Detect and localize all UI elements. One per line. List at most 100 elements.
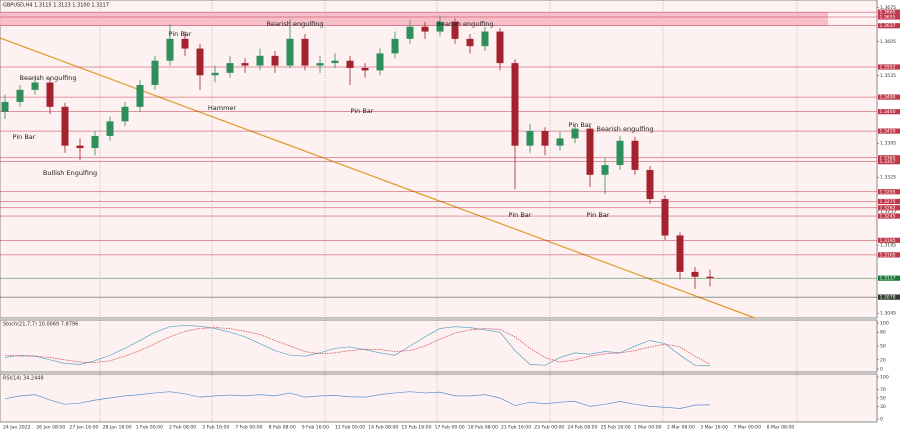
y-tick-label: 1.3255: [880, 209, 896, 215]
pattern-annotation: Pin Bar: [509, 211, 532, 219]
candle-body: [616, 140, 624, 166]
time-label: 3 Feb 16:00: [202, 425, 229, 431]
indicator-title: RSI(14) 34.2448: [3, 376, 44, 382]
indicator-line: [4, 327, 711, 365]
time-label: 8 Feb 08:00: [269, 425, 296, 431]
time-label: 24 Feb 08:00: [567, 425, 597, 431]
candle-body: [571, 128, 579, 139]
candle-body: [16, 89, 24, 102]
level-label: 1.3365: [880, 155, 896, 161]
indicator-tick-label: 70: [880, 387, 886, 393]
y-tick-label: 1.3605: [880, 39, 896, 45]
candle-body: [361, 67, 369, 71]
pattern-annotation: Hammer: [208, 104, 237, 112]
level-label: 1.3275: [880, 199, 896, 205]
indicator-tick-label: 100: [880, 321, 889, 327]
candle-body: [61, 106, 69, 146]
candle-body: [346, 60, 354, 68]
level-label: 1.3245: [880, 214, 896, 220]
level-label-bg: [878, 9, 900, 15]
candle-body: [256, 55, 264, 66]
time-label: 18 Feb 08:00: [468, 425, 498, 431]
y-tick-label: 1.3395: [880, 141, 896, 147]
candle-body: [286, 38, 294, 66]
level-label: 1.3195: [880, 238, 896, 244]
level-label-bg: [878, 205, 900, 211]
candle-body: [631, 140, 639, 170]
time-label: 9 Feb 16:00: [302, 425, 329, 431]
time-label: 25 Feb 16:00: [601, 425, 631, 431]
candle-body: [481, 31, 489, 47]
time-label: 3 Mar 16:00: [700, 425, 728, 431]
time-label: 11 Feb 00:00: [335, 425, 365, 431]
level-label: 1.3665: [880, 10, 896, 16]
time-label: 1 Mar 00:00: [634, 425, 662, 431]
symbol-header: GBPUSD,H4 1.3115 1.3123 1.3100 1.3117: [3, 3, 109, 9]
time-label: 23 Feb 00:00: [534, 425, 564, 431]
candle-body: [451, 21, 459, 39]
y-tick-label: 1.3675: [880, 5, 896, 11]
candle-body: [661, 199, 669, 236]
time-label: 1 Feb 00:00: [136, 425, 163, 431]
resistance-zone: [0, 12, 828, 26]
time-label: 27 Jan 16:00: [69, 425, 98, 431]
pattern-annotation: Pin Bar: [13, 133, 36, 141]
candle-body: [91, 135, 99, 149]
pattern-annotation: Bearish engulfing: [266, 20, 323, 28]
level-label-bg: [878, 155, 900, 161]
candle-body: [211, 72, 219, 76]
candle-body: [76, 145, 84, 149]
indicator-line: [4, 324, 711, 367]
candle-body: [1, 101, 9, 112]
time-label: 7 Mar 00:00: [733, 425, 761, 431]
candle-body: [226, 63, 234, 73]
candle-body: [466, 38, 474, 47]
rsi-panel: [0, 373, 878, 423]
level-label-bg: [878, 94, 900, 100]
candle-body: [496, 31, 504, 64]
indicator-tick-label: 20: [880, 357, 886, 363]
price-label: 1.3078: [880, 295, 896, 301]
level-label-bg: [878, 159, 900, 165]
candle-body: [691, 271, 699, 277]
price-label-bg: [878, 275, 900, 281]
indicator-tick-label: 50: [880, 396, 886, 402]
time-label: 17 Feb 00:00: [435, 425, 465, 431]
candle-body: [151, 60, 159, 85]
candle-body: [646, 169, 654, 200]
pattern-annotation: Bearish engulfing: [19, 74, 76, 82]
pattern-annotation: Pin Bar: [587, 211, 610, 219]
level-label-bg: [878, 109, 900, 115]
level-label-bg: [878, 252, 900, 258]
pattern-annotation: Pin Bar: [351, 107, 374, 115]
indicator-line: [4, 391, 711, 409]
candle-body: [511, 63, 519, 146]
indicator-tick-label: 0: [880, 367, 883, 373]
price-label-bg: [878, 294, 900, 300]
indicator-tick-label: 100: [880, 375, 889, 381]
level-label: 1.3552: [880, 64, 896, 70]
candle-body: [526, 131, 534, 146]
level-label: 1.3637: [880, 23, 896, 29]
candle-body: [331, 60, 339, 64]
y-tick-label: 1.3325: [880, 175, 896, 181]
candle-body: [316, 63, 324, 66]
candle-body: [676, 235, 684, 272]
level-label: 1.3490: [880, 95, 896, 101]
candle-body: [121, 106, 129, 122]
candle-body: [166, 38, 174, 61]
time-label: 7 Feb 00:00: [235, 425, 262, 431]
candle-body: [601, 165, 609, 175]
time-label: 2 Feb 08:00: [169, 425, 196, 431]
level-label-bg: [878, 64, 900, 70]
time-label: 26 Jan 08:00: [36, 425, 65, 431]
level-label-bg: [878, 14, 900, 20]
indicator-tick-label: 80: [880, 330, 886, 336]
level-label-bg: [878, 213, 900, 219]
time-label: 14 Feb 08:00: [368, 425, 398, 431]
level-label-bg: [878, 189, 900, 195]
candle-body: [556, 138, 564, 146]
pattern-annotation: Pin Bar: [169, 30, 192, 38]
candle-body: [436, 21, 444, 32]
